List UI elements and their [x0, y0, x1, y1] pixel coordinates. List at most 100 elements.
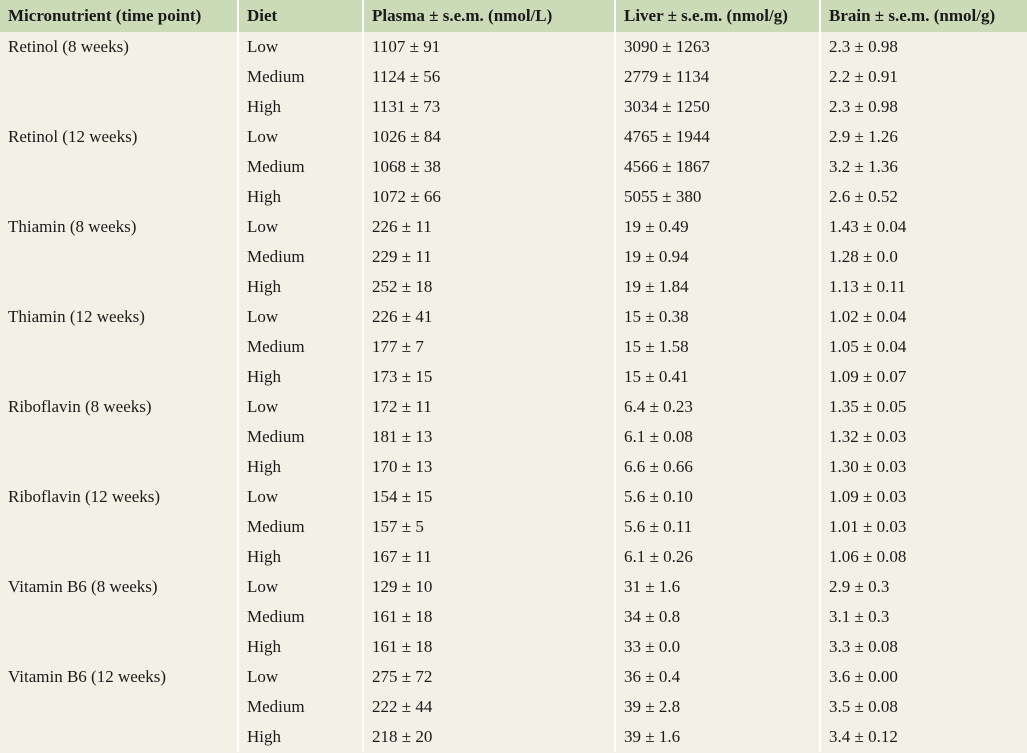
header-row: Micronutrient (time point) Diet Plasma ± s…: [0, 0, 1027, 32]
table-cell: Medium: [237, 422, 363, 452]
table-cell: 31 ± 1.6: [614, 572, 820, 602]
table-cell: 6.1 ± 0.26: [614, 542, 820, 572]
table-cell: 2.3 ± 0.98: [819, 32, 1027, 62]
table-cell: 3.3 ± 0.08: [819, 632, 1027, 662]
table-cell: 226 ± 41: [362, 302, 615, 332]
table-cell: 177 ± 7: [362, 332, 615, 362]
table-cell: 3.2 ± 1.36: [819, 152, 1027, 182]
table-cell: 161 ± 18: [362, 632, 615, 662]
table-cell: 1.43 ± 0.04: [819, 212, 1027, 242]
table-cell: Low: [237, 302, 363, 332]
table-cell: 2.6 ± 0.52: [819, 182, 1027, 212]
table-cell: Low: [237, 392, 363, 422]
header-cell: Diet: [237, 0, 363, 32]
group-label: Vitamin B6 (8 weeks): [0, 572, 238, 602]
table-cell: 1124 ± 56: [362, 62, 615, 92]
table-row: High 161 ± 18 33 ± 0.0 3.3 ± 0.08: [0, 632, 1027, 662]
empty-cell: [0, 62, 238, 92]
table-cell: 34 ± 0.8: [614, 602, 820, 632]
table-cell: 222 ± 44: [362, 692, 615, 722]
table-cell: High: [237, 92, 363, 122]
table-cell: 4765 ± 1944: [614, 122, 820, 152]
table-cell: 6.4 ± 0.23: [614, 392, 820, 422]
table-cell: Low: [237, 32, 363, 62]
empty-cell: [0, 632, 238, 662]
header-cell: Micronutrient (time point): [0, 0, 238, 32]
table-cell: 33 ± 0.0: [614, 632, 820, 662]
table-cell: 1.13 ± 0.11: [819, 272, 1027, 302]
table-cell: 4566 ± 1867: [614, 152, 820, 182]
table-cell: Low: [237, 212, 363, 242]
empty-cell: [0, 692, 238, 722]
table-cell: 1072 ± 66: [362, 182, 615, 212]
group-label: Riboflavin (8 weeks): [0, 392, 238, 422]
group-label: Thiamin (8 weeks): [0, 212, 238, 242]
table-cell: 3.6 ± 0.00: [819, 662, 1027, 692]
table-cell: Low: [237, 662, 363, 692]
table-cell: High: [237, 272, 363, 302]
table-cell: 1.35 ± 0.05: [819, 392, 1027, 422]
table-cell: 3034 ± 1250: [614, 92, 820, 122]
header-cell: Brain ± s.e.m. (nmol/g): [819, 0, 1027, 32]
header-cell: Plasma ± s.e.m. (nmol/L): [362, 0, 615, 32]
empty-cell: [0, 362, 238, 392]
table-cell: Medium: [237, 602, 363, 632]
table-cell: 2.3 ± 0.98: [819, 92, 1027, 122]
empty-cell: [0, 332, 238, 362]
table-cell: 2.9 ± 1.26: [819, 122, 1027, 152]
table-cell: 19 ± 0.49: [614, 212, 820, 242]
table-cell: 1.09 ± 0.03: [819, 482, 1027, 512]
table-row: Retinol (8 weeks) Low 1107 ± 91 3090 ± 1263…: [0, 32, 1027, 62]
header-cell: Liver ± s.e.m. (nmol/g): [614, 0, 820, 32]
table-cell: 1.09 ± 0.07: [819, 362, 1027, 392]
table-cell: 129 ± 10: [362, 572, 615, 602]
table-cell: 1.05 ± 0.04: [819, 332, 1027, 362]
empty-cell: [0, 242, 238, 272]
table-row: Retinol (12 weeks) Low 1026 ± 84 4765 ± 194…: [0, 122, 1027, 152]
table-cell: 1.30 ± 0.03: [819, 452, 1027, 482]
table-row: Medium 222 ± 44 39 ± 2.8 3.5 ± 0.08: [0, 692, 1027, 722]
empty-cell: [0, 182, 238, 212]
table-cell: 170 ± 13: [362, 452, 615, 482]
table-cell: 167 ± 11: [362, 542, 615, 572]
table-cell: 1.01 ± 0.03: [819, 512, 1027, 542]
table-cell: 275 ± 72: [362, 662, 615, 692]
empty-cell: [0, 542, 238, 572]
table-row: Medium 177 ± 7 15 ± 1.58 1.05 ± 0.04: [0, 332, 1027, 362]
table-cell: 161 ± 18: [362, 602, 615, 632]
empty-cell: [0, 452, 238, 482]
table-row: High 252 ± 18 19 ± 1.84 1.13 ± 0.11: [0, 272, 1027, 302]
table-row: Thiamin (8 weeks) Low 226 ± 11 19 ± 0.49 1.4…: [0, 212, 1027, 242]
table-cell: 3.4 ± 0.12: [819, 722, 1027, 752]
group-label: Retinol (12 weeks): [0, 122, 238, 152]
table-cell: 15 ± 0.41: [614, 362, 820, 392]
table-body: Retinol (8 weeks) Low 1107 ± 91 3090 ± 1263…: [0, 32, 1027, 752]
table-cell: 229 ± 11: [362, 242, 615, 272]
table-row: High 1131 ± 73 3034 ± 1250 2.3 ± 0.98: [0, 92, 1027, 122]
table-cell: 1068 ± 38: [362, 152, 615, 182]
table-cell: 5.6 ± 0.11: [614, 512, 820, 542]
table-cell: High: [237, 182, 363, 212]
table-row: Vitamin B6 (8 weeks) Low 129 ± 10 31 ± 1.6 2…: [0, 572, 1027, 602]
table-cell: 19 ± 1.84: [614, 272, 820, 302]
table-cell: 1.28 ± 0.0: [819, 242, 1027, 272]
table-cell: 252 ± 18: [362, 272, 615, 302]
table-cell: Medium: [237, 152, 363, 182]
table-row: Thiamin (12 weeks) Low 226 ± 41 15 ± 0.38 1.…: [0, 302, 1027, 332]
table-cell: 5055 ± 380: [614, 182, 820, 212]
table-cell: High: [237, 722, 363, 752]
table-header: Micronutrient (time point) Diet Plasma ± s…: [0, 0, 1027, 32]
table-cell: 15 ± 0.38: [614, 302, 820, 332]
empty-cell: [0, 92, 238, 122]
table-cell: 19 ± 0.94: [614, 242, 820, 272]
table-cell: Medium: [237, 62, 363, 92]
table-cell: High: [237, 452, 363, 482]
table-cell: High: [237, 362, 363, 392]
table-cell: Medium: [237, 332, 363, 362]
table-row: Medium 181 ± 13 6.1 ± 0.08 1.32 ± 0.03: [0, 422, 1027, 452]
table-cell: 1.02 ± 0.04: [819, 302, 1027, 332]
table-cell: High: [237, 542, 363, 572]
table-row: Medium 161 ± 18 34 ± 0.8 3.1 ± 0.3: [0, 602, 1027, 632]
empty-cell: [0, 602, 238, 632]
